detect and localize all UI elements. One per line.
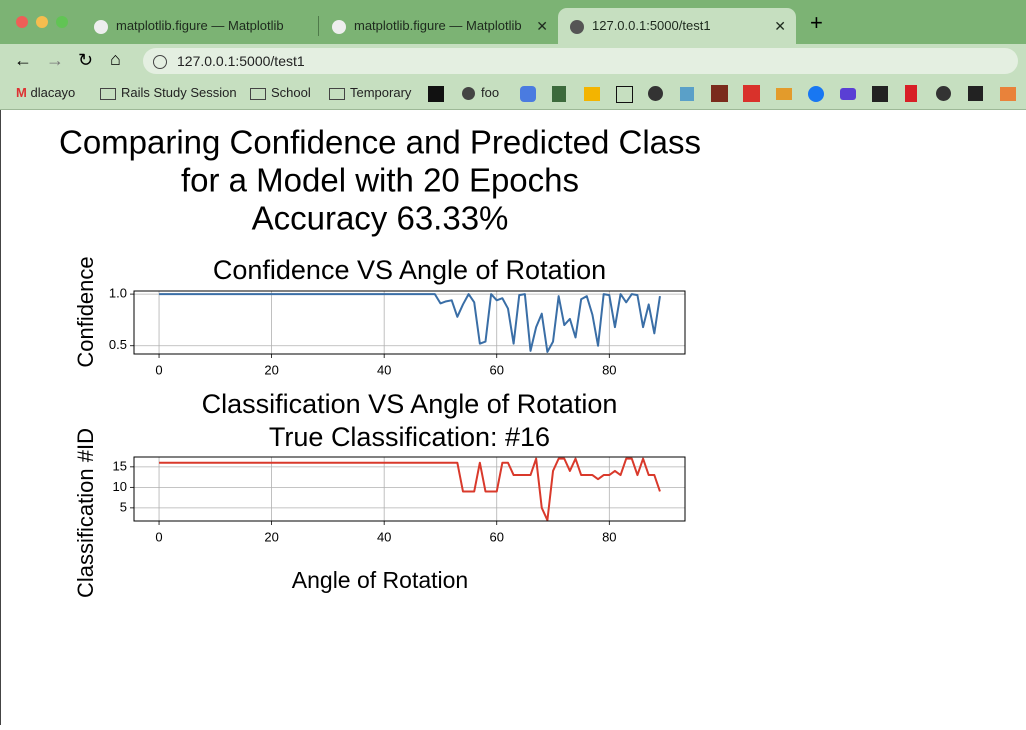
bookmark-icon[interactable] <box>936 86 951 101</box>
axes-frame <box>133 290 686 355</box>
new-tab[interactable]: + <box>810 10 823 35</box>
bookmark-label: foo <box>481 85 500 100</box>
bookmark-label: Rails Study Session <box>121 85 237 100</box>
data-line <box>159 457 661 522</box>
bookmark-icon[interactable] <box>616 86 633 103</box>
bookmark-icon[interactable] <box>743 85 760 102</box>
back-button[interactable]: ← <box>14 50 32 70</box>
figure-title: Accuracy 63.33% <box>252 200 509 237</box>
x-tick-label: 20 <box>264 529 278 544</box>
bookmark-icon[interactable] <box>905 85 917 102</box>
x-tick-label: 20 <box>264 362 278 377</box>
y-tick-label: 1.0 <box>109 286 127 301</box>
y-tick-label: 5 <box>120 499 127 514</box>
address-bar[interactable]: 127.0.0.1:5000/test1 <box>143 48 1018 74</box>
y-axis-label: Confidence <box>73 256 98 367</box>
axes-frame <box>133 456 686 522</box>
figure: Comparing Confidence and Predicted Class… <box>59 124 701 598</box>
bookmark-icon[interactable] <box>680 87 694 101</box>
bookmark[interactable]: School <box>250 85 311 100</box>
x-axis-label: Angle of Rotation <box>292 567 468 593</box>
bookmark-icon[interactable] <box>552 86 566 102</box>
y-tick-label: 15 <box>113 458 127 473</box>
bookmark-icon[interactable] <box>648 86 663 101</box>
figure-title: for a Model with 20 Epochs <box>181 162 579 199</box>
bookmark-label: Temporary <box>350 85 412 100</box>
chart-title: Confidence VS Angle of Rotation <box>213 255 606 285</box>
bookmark-icon[interactable] <box>711 85 728 102</box>
maximize-window[interactable] <box>56 16 68 28</box>
x-tick-label: 40 <box>377 529 391 544</box>
browser-chrome: matplotlib.figure — Matplotlib matplotli… <box>0 0 1026 110</box>
data-line <box>159 293 661 353</box>
bookmark-icon[interactable] <box>584 87 600 101</box>
x-tick-label: 0 <box>155 529 162 544</box>
active-tab[interactable]: 127.0.0.1:5000/test1 ✕ <box>558 8 796 44</box>
tab-title: matplotlib.figure — Matplotlib <box>116 18 284 33</box>
tab-title: 127.0.0.1:5000/test1 <box>592 18 711 33</box>
x-tick-label: 80 <box>602 529 616 544</box>
bookmark-icon[interactable] <box>776 88 792 100</box>
bookmark-icon[interactable] <box>872 86 888 102</box>
bookmark-icon[interactable] <box>1000 87 1016 101</box>
bookmark-icon[interactable] <box>428 86 444 102</box>
y-tick-label: 10 <box>113 479 127 494</box>
y-tick-label: 0.5 <box>109 337 127 352</box>
tab-bar: matplotlib.figure — Matplotlib matplotli… <box>0 0 1026 44</box>
tab-title: matplotlib.figure — Matplotlib <box>354 18 522 33</box>
figure-title: Comparing Confidence and Predicted Class <box>59 124 701 161</box>
page-content: Comparing Confidence and Predicted Class… <box>0 110 1026 725</box>
bookmarks-bar: M dlacayo Rails Study Session School Tem… <box>0 78 1026 110</box>
bookmark-label: School <box>271 85 311 100</box>
bookmark[interactable]: M dlacayo <box>16 85 76 100</box>
bookmark-icon[interactable] <box>968 86 983 101</box>
tab[interactable]: matplotlib.figure — Matplotlib ✕ <box>328 8 552 44</box>
chart-subtitle: True Classification: #16 <box>269 422 550 452</box>
chart-title: Classification VS Angle of Rotation <box>202 389 618 419</box>
bookmark-icon[interactable] <box>520 86 536 102</box>
y-axis-label: Classification #ID <box>73 428 98 598</box>
forward-button[interactable]: → <box>46 50 64 70</box>
bookmark-icon[interactable] <box>840 88 856 100</box>
home-button[interactable]: ⌂ <box>110 49 121 69</box>
bookmark[interactable]: Rails Study Session <box>100 85 237 100</box>
x-tick-label: 80 <box>602 362 616 377</box>
bookmark[interactable]: Temporary <box>329 85 411 100</box>
toolbar: ← → ↻ ⌂ 127.0.0.1:5000/test1 <box>0 44 1026 78</box>
reload-button[interactable]: ↻ <box>78 50 94 70</box>
url: 127.0.0.1:5000/test1 <box>177 53 305 69</box>
x-tick-label: 0 <box>155 362 162 377</box>
bookmark-label: dlacayo <box>30 85 76 100</box>
minimize-window[interactable] <box>36 16 48 28</box>
x-tick-label: 40 <box>377 362 391 377</box>
close-window[interactable] <box>16 16 28 28</box>
bookmark[interactable]: foo <box>462 85 500 101</box>
x-tick-label: 60 <box>490 362 504 377</box>
bookmark-icon[interactable] <box>808 86 824 102</box>
tab[interactable]: matplotlib.figure — Matplotlib <box>90 8 318 44</box>
x-tick-label: 60 <box>490 529 504 544</box>
